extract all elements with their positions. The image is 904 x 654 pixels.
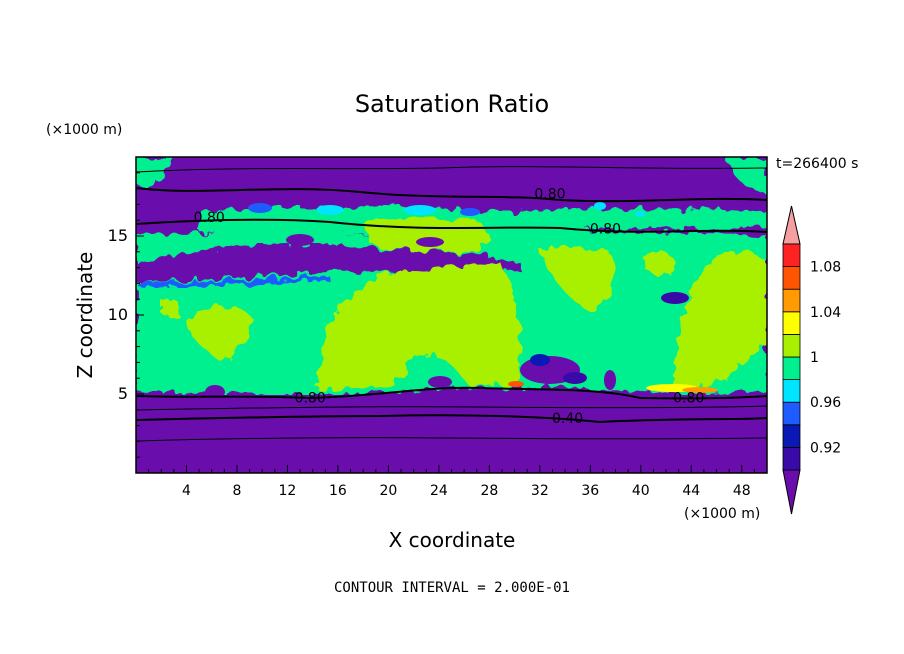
contour-interval-note: CONTOUR INTERVAL = 2.000E-01 [334,580,570,596]
colorbar-swatch [782,243,801,268]
colorbar-swatch [782,356,801,381]
x-tick-label: 32 [531,483,549,499]
supersat-region-right [672,251,767,392]
time-label: t=266400 s [776,156,858,172]
colorbar-swatch [782,311,801,335]
colorbar-swatch [782,401,801,426]
x-tick-label: 12 [279,483,297,499]
x-unit-label: (×1000 m) [684,506,760,522]
colorbar-swatch [782,446,801,471]
colorbar-tick-label: 1.08 [810,260,841,276]
supersat-region-left [185,305,252,362]
contour-label: 0.80 [295,390,326,406]
x-tick-label: 24 [430,483,448,499]
y-unit-label: (×1000 m) [46,122,122,138]
supersat-region-left-small [160,298,182,317]
colorbar-swatch [782,288,801,313]
colorbar-swatch [782,424,801,448]
y-axis: 5 10 15 [108,172,144,458]
colorbar-upper-extension [782,205,801,245]
x-axis-label: X coordinate [389,528,516,552]
colorbar-tick-label: 0.96 [810,395,841,411]
x-tick-label: 4 [182,483,191,499]
chart-title: Saturation Ratio [355,90,549,118]
supersat-region-mid [540,246,615,312]
colorbar-tick-label: 1.04 [810,305,841,321]
upper-band-green [200,206,767,237]
supersat-region-upper [365,216,489,252]
x-tick-label: 28 [480,483,498,499]
contour-label: 0.80 [590,221,621,237]
x-tick-label: 8 [232,483,241,499]
y-tick-label: 10 [108,305,128,324]
supersat-region-center [318,262,521,390]
colorbar-swatch [782,266,801,290]
x-tick-label: 16 [329,483,347,499]
top-right-patch [728,157,767,194]
colorbar-tick-label: 0.92 [810,440,841,456]
x-tick-label: 48 [733,483,751,499]
colorbar: 0.92 0.96 1 1.04 1.08 [782,205,841,515]
colorbar-swatch [782,379,801,403]
colorbar-swatch [782,333,801,358]
saturation-field: 0.80 0.80 0.80 0.80 0.80 0.40 [136,157,767,473]
colorbar-tick-label: 1 [810,350,819,366]
x-tick-label: 20 [379,483,397,499]
contour-label: 0.80 [534,187,565,203]
top-left-patch [136,157,175,188]
contour-label: 0.80 [673,390,704,406]
y-tick-label: 5 [118,384,128,403]
convective-patches [205,202,689,399]
colorbar-lower-extension [782,469,801,515]
y-axis-label: Z coordinate [73,252,97,379]
contour-label-layer: 0.80 0.80 0.80 0.80 0.80 0.40 [194,187,705,427]
dry-tongue-outline [140,276,330,288]
contour-lines [136,166,767,442]
x-tick-label: 36 [581,483,599,499]
moist-spots [508,381,718,393]
x-tick-label: 44 [682,483,700,499]
supersat-region-right-mid [645,250,676,275]
contour-label: 0.40 [552,411,583,427]
contour-label: 0.80 [194,210,225,226]
x-tick-label: 40 [632,483,650,499]
y-tick-label: 15 [108,226,128,245]
x-axis: 4 8 12 16 20 24 28 32 36 40 44 48 [148,465,755,499]
